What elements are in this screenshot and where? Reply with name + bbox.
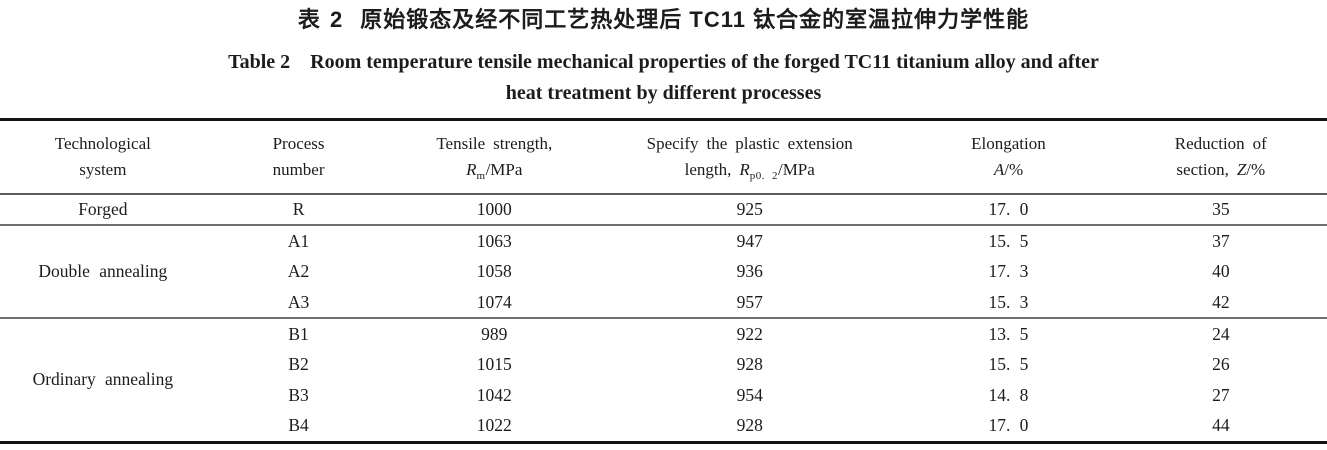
cell-system: Ordinary annealing [32, 369, 174, 390]
group-forged: Forged R 1000 925 17. 0 35 [0, 194, 1327, 225]
english-title-line1: Table 2 Room temperature tensile mechanic… [0, 47, 1327, 78]
cell-plastic-extension: 925 [736, 199, 763, 219]
cell-elongation: 14. 8 [988, 385, 1029, 405]
cell-tensile-strength: 1022 [476, 415, 512, 436]
header-tensile-strength: Tensile strength, Rm/MPa [391, 120, 597, 195]
cell-elongation: 17. 0 [988, 415, 1029, 436]
cell-tensile-strength: 1015 [476, 354, 512, 374]
header-line1: Elongation [971, 134, 1046, 153]
table-row: B2 1015 928 15. 5 26 [0, 349, 1327, 380]
header-line2: number [272, 160, 325, 179]
cell-reduction: 35 [1212, 199, 1230, 219]
cell-tensile-strength: 989 [481, 323, 508, 344]
cell-process: A1 [287, 230, 310, 251]
cell-reduction: 40 [1212, 261, 1230, 281]
table-row: Double annealing A1 1063 947 15. 5 37 [0, 225, 1327, 282]
cell-plastic-extension: 947 [736, 230, 763, 251]
cell-elongation: 17. 3 [988, 261, 1029, 281]
cell-plastic-extension: 928 [736, 415, 763, 436]
properties-table: Technological system Process number Tens… [0, 118, 1327, 444]
header-line2: length, Rp0. 2/MPa [684, 160, 815, 182]
cell-elongation: 17. 0 [988, 199, 1029, 219]
cell-process: B3 [288, 385, 309, 405]
cell-plastic-extension: 957 [736, 291, 763, 312]
cell-process: B4 [288, 415, 309, 436]
group-double-annealing: Double annealing A1 1063 947 15. 5 37 A2… [0, 225, 1327, 318]
header-process-number: Process number [206, 120, 392, 195]
table-row: B4 1022 928 17. 0 44 [0, 411, 1327, 442]
cell-elongation: 15. 5 [988, 230, 1029, 251]
cell-tensile-strength: 1074 [476, 291, 512, 312]
cell-reduction: 26 [1212, 354, 1230, 374]
cell-elongation: 13. 5 [988, 323, 1029, 344]
cell-reduction: 37 [1212, 230, 1230, 251]
header-line1: Reduction of [1174, 134, 1267, 153]
cell-process: B1 [288, 323, 309, 344]
cell-elongation: 15. 3 [988, 291, 1029, 312]
header-technological-system: Technological system [0, 120, 206, 195]
table-row: A3 1074 957 15. 3 42 [0, 287, 1327, 318]
cell-reduction: 44 [1212, 415, 1230, 436]
english-title-text1: Room temperature tensile mechanical prop… [310, 51, 1099, 73]
header-line1: Specify the plastic extension [646, 134, 853, 153]
table-row: A2 1058 936 17. 3 40 [0, 256, 1327, 287]
header-reduction-of-section: Reduction of section, Z/% [1115, 120, 1327, 195]
chinese-title-text: 原始锻态及经不同工艺热处理后 TC11 钛合金的室温拉伸力学性能 [360, 7, 1030, 32]
english-title-label: Table 2 [228, 51, 291, 73]
header-line1: Tensile strength, [436, 134, 553, 153]
english-title-line2: heat treatment by different processes [505, 82, 822, 104]
header-line2: system [79, 160, 127, 179]
cell-tensile-strength: 1063 [476, 230, 512, 251]
cell-reduction: 24 [1212, 323, 1230, 344]
cell-process: A2 [287, 261, 310, 281]
header-elongation: Elongation A/% [902, 120, 1114, 195]
cell-tensile-strength: 1058 [476, 261, 512, 281]
cell-system: Forged [78, 199, 128, 219]
table-header-row: Technological system Process number Tens… [0, 120, 1327, 195]
header-plastic-extension: Specify the plastic extension length, Rp… [597, 120, 902, 195]
cell-tensile-strength: 1000 [476, 199, 512, 219]
table-row: B3 1042 954 14. 8 27 [0, 380, 1327, 411]
header-line2: Rm/MPa [466, 160, 523, 182]
header-line1: Process [272, 134, 325, 153]
cell-elongation: 15. 5 [988, 354, 1029, 374]
cell-plastic-extension: 928 [736, 354, 763, 374]
cell-reduction: 42 [1212, 291, 1230, 312]
english-title: Table 2 Room temperature tensile mechanic… [0, 47, 1327, 109]
group-ordinary-annealing: Ordinary annealing B1 989 922 13. 5 24 B… [0, 318, 1327, 442]
header-line2: section, Z/% [1176, 160, 1266, 179]
cell-plastic-extension: 954 [736, 385, 763, 405]
table-row: Ordinary annealing B1 989 922 13. 5 24 [0, 318, 1327, 390]
header-line2: A/% [993, 160, 1024, 179]
cell-plastic-extension: 936 [736, 261, 763, 281]
header-line1: Technological [54, 134, 151, 153]
cell-reduction: 27 [1212, 385, 1230, 405]
chinese-title: 表 2 原始锻态及经不同工艺热处理后 TC11 钛合金的室温拉伸力学性能 [0, 6, 1327, 34]
cell-process: B2 [288, 354, 309, 374]
chinese-title-label: 表 2 [297, 7, 345, 32]
cell-plastic-extension: 922 [736, 323, 763, 344]
cell-tensile-strength: 1042 [476, 385, 512, 405]
cell-system: Double annealing [38, 261, 168, 281]
cell-process: R [292, 199, 305, 219]
table-row: Forged R 1000 925 17. 0 35 [0, 194, 1327, 225]
cell-process: A3 [287, 291, 310, 312]
